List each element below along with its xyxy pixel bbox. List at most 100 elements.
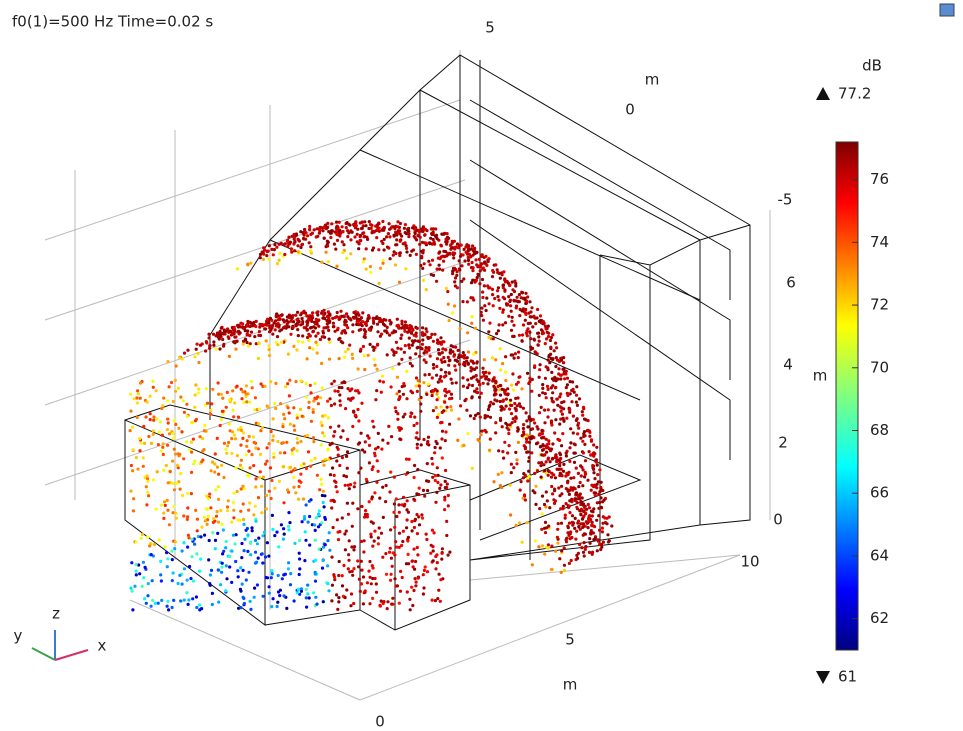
- particle: [581, 518, 584, 521]
- particle: [282, 465, 285, 468]
- particle: [304, 530, 307, 533]
- particle: [426, 336, 429, 339]
- particle: [406, 590, 409, 593]
- particle: [162, 511, 165, 514]
- particle: [580, 546, 583, 549]
- particle: [215, 348, 218, 351]
- particle: [402, 496, 405, 499]
- particle: [431, 476, 434, 479]
- particle: [306, 321, 309, 324]
- particle: [261, 534, 264, 537]
- particle: [400, 322, 403, 325]
- particle: [267, 250, 270, 253]
- particle: [439, 421, 442, 424]
- particle: [429, 263, 432, 266]
- particle: [384, 319, 387, 322]
- particle: [237, 324, 240, 327]
- particle: [415, 513, 418, 516]
- particle: [530, 451, 533, 454]
- particle: [301, 334, 304, 337]
- particle: [331, 466, 334, 469]
- particle: [511, 372, 514, 375]
- particle: [306, 336, 309, 339]
- particle: [434, 446, 437, 449]
- particle: [171, 606, 174, 609]
- particle: [545, 365, 548, 368]
- particle: [194, 419, 197, 422]
- particle: [458, 363, 461, 366]
- particle: [423, 262, 426, 265]
- particle: [314, 559, 317, 562]
- particle: [230, 581, 233, 584]
- particle: [317, 402, 320, 405]
- particle: [272, 597, 275, 600]
- particle: [381, 486, 384, 489]
- particle: [504, 379, 507, 382]
- particle: [554, 418, 557, 421]
- particle: [290, 470, 293, 473]
- particle: [308, 544, 311, 547]
- particle: [155, 508, 158, 511]
- particle: [211, 388, 214, 391]
- particle: [455, 274, 458, 277]
- particle: [308, 596, 311, 599]
- particle: [291, 452, 294, 455]
- particle: [343, 356, 346, 359]
- particle: [440, 380, 443, 383]
- particle: [564, 517, 567, 520]
- particle: [369, 271, 372, 274]
- particle: [389, 257, 392, 260]
- particle: [418, 523, 421, 526]
- particle: [550, 545, 553, 548]
- particle: [440, 405, 443, 408]
- particle: [298, 552, 301, 555]
- particle: [374, 398, 377, 401]
- particle: [259, 429, 262, 432]
- particle: [308, 228, 311, 231]
- particle: [465, 398, 468, 401]
- particle: [442, 260, 445, 263]
- particle: [436, 561, 439, 564]
- particle: [353, 485, 356, 488]
- particle: [309, 465, 312, 468]
- particle: [497, 473, 500, 476]
- particle: [415, 376, 418, 379]
- particle: [481, 296, 484, 299]
- particle: [565, 452, 568, 455]
- particle: [233, 434, 236, 437]
- particle: [257, 341, 260, 344]
- triad-z: z: [52, 605, 60, 623]
- particle: [388, 319, 391, 322]
- particle: [138, 449, 141, 452]
- particle: [416, 468, 419, 471]
- particle: [305, 588, 308, 591]
- particle: [502, 399, 505, 402]
- particle: [568, 408, 571, 411]
- particle: [588, 450, 591, 453]
- particle: [550, 485, 553, 488]
- particle: [341, 225, 344, 228]
- particle: [325, 319, 328, 322]
- particle: [346, 235, 349, 238]
- particle: [411, 529, 414, 532]
- particle: [487, 378, 490, 381]
- particle: [296, 311, 299, 314]
- axis-triad: z x y: [14, 605, 107, 661]
- particle: [384, 552, 387, 555]
- particle: [161, 434, 164, 437]
- particle: [330, 506, 333, 509]
- particle: [417, 379, 420, 382]
- particle: [375, 389, 378, 392]
- toolbar-icon[interactable]: [940, 4, 954, 16]
- particle: [421, 343, 424, 346]
- particle: [503, 408, 506, 411]
- particle: [458, 267, 461, 270]
- particle: [413, 416, 416, 419]
- particle: [396, 220, 399, 223]
- particle: [133, 397, 136, 400]
- particle: [388, 334, 391, 337]
- particle: [335, 233, 338, 236]
- particle: [517, 428, 520, 431]
- particle: [505, 302, 508, 305]
- particle: [425, 330, 428, 333]
